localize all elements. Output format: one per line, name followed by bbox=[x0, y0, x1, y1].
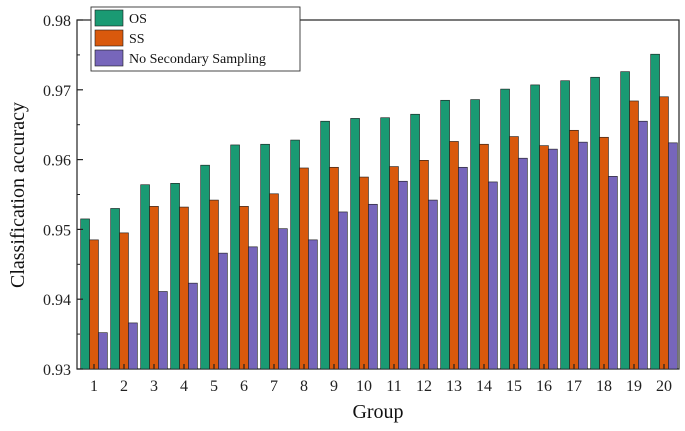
bar bbox=[440, 99, 450, 370]
bar bbox=[128, 322, 138, 370]
bar bbox=[548, 148, 558, 370]
x-tick-label: 2 bbox=[120, 378, 128, 395]
bar bbox=[359, 176, 369, 370]
bar bbox=[149, 206, 159, 370]
bar bbox=[638, 120, 648, 370]
x-tick-label: 17 bbox=[566, 378, 582, 395]
bar bbox=[200, 164, 210, 370]
bar bbox=[539, 145, 549, 370]
x-tick-label: 4 bbox=[180, 378, 188, 395]
bar bbox=[80, 218, 90, 370]
bar bbox=[668, 142, 678, 370]
y-axis-title: Classification accuracy bbox=[7, 102, 29, 288]
bar bbox=[140, 184, 150, 370]
bar bbox=[629, 100, 639, 370]
bar bbox=[170, 183, 180, 370]
bar bbox=[410, 113, 420, 370]
bar bbox=[260, 143, 270, 370]
x-tick-label: 20 bbox=[656, 378, 672, 395]
bar bbox=[470, 99, 480, 370]
x-tick-label: 12 bbox=[416, 378, 432, 395]
x-tick-label: 18 bbox=[596, 378, 612, 395]
bar bbox=[218, 252, 228, 370]
bar bbox=[89, 239, 99, 370]
bar bbox=[278, 228, 288, 370]
bar bbox=[179, 206, 189, 370]
legend-swatch bbox=[94, 29, 124, 47]
x-tick-label: 16 bbox=[536, 378, 552, 395]
bar bbox=[248, 246, 258, 370]
bar bbox=[209, 199, 219, 370]
bar bbox=[350, 118, 360, 370]
y-tick-label: 0.93 bbox=[43, 362, 71, 379]
bar bbox=[488, 181, 498, 370]
bar bbox=[98, 332, 108, 370]
x-tick-label: 6 bbox=[240, 378, 248, 395]
x-tick-label: 9 bbox=[330, 378, 338, 395]
bar bbox=[500, 88, 510, 370]
bar bbox=[530, 84, 540, 370]
bar bbox=[239, 206, 249, 370]
bar bbox=[560, 80, 570, 370]
bar bbox=[590, 76, 600, 370]
bar bbox=[518, 157, 528, 370]
bar bbox=[428, 199, 438, 370]
x-axis-title: Group bbox=[352, 401, 403, 423]
legend-label: OS bbox=[129, 12, 147, 27]
bar bbox=[320, 120, 330, 370]
x-tick-label: 7 bbox=[270, 378, 278, 395]
bar bbox=[308, 239, 318, 370]
bar bbox=[659, 96, 669, 370]
bar bbox=[569, 129, 579, 370]
y-tick-label: 0.96 bbox=[43, 153, 71, 170]
bar bbox=[389, 166, 399, 370]
x-tick-label: 5 bbox=[210, 378, 218, 395]
x-tick-label: 19 bbox=[626, 378, 642, 395]
bar bbox=[380, 117, 390, 370]
bar bbox=[650, 53, 660, 370]
bar bbox=[329, 166, 339, 370]
bar bbox=[188, 282, 198, 370]
bar bbox=[290, 139, 300, 370]
x-tick-label: 8 bbox=[300, 378, 308, 395]
legend-box bbox=[90, 6, 301, 72]
bar bbox=[269, 193, 279, 370]
y-tick-label: 0.94 bbox=[43, 292, 71, 309]
bar bbox=[449, 141, 459, 370]
legend-swatch bbox=[94, 49, 124, 67]
bar bbox=[578, 141, 588, 370]
x-tick-label: 11 bbox=[386, 378, 401, 395]
bar bbox=[599, 136, 609, 370]
legend-label: No Secondary Sampling bbox=[129, 52, 266, 67]
bar bbox=[509, 136, 519, 370]
x-tick-label: 14 bbox=[476, 378, 492, 395]
bar bbox=[119, 232, 129, 370]
x-tick-label: 13 bbox=[446, 378, 462, 395]
x-tick-label: 1 bbox=[90, 378, 98, 395]
bar bbox=[338, 211, 348, 370]
x-tick-label: 10 bbox=[356, 378, 372, 395]
bar bbox=[158, 291, 168, 370]
legend: OS SS No Secondary Sampling bbox=[90, 6, 301, 72]
bar bbox=[299, 167, 309, 370]
bar bbox=[608, 176, 618, 370]
bar bbox=[458, 166, 468, 370]
y-tick-label: 0.95 bbox=[43, 222, 71, 239]
bar bbox=[368, 203, 378, 370]
legend-swatch bbox=[94, 9, 124, 27]
bar bbox=[110, 208, 120, 370]
legend-label: SS bbox=[129, 32, 145, 47]
bar bbox=[620, 71, 630, 370]
x-tick-label: 3 bbox=[150, 378, 158, 395]
y-tick-label: 0.97 bbox=[43, 83, 71, 100]
bar bbox=[230, 144, 240, 370]
y-tick-label: 0.98 bbox=[43, 13, 71, 30]
bar bbox=[398, 180, 408, 370]
x-tick-label: 15 bbox=[506, 378, 522, 395]
bar bbox=[479, 143, 489, 370]
bar bbox=[419, 160, 429, 370]
